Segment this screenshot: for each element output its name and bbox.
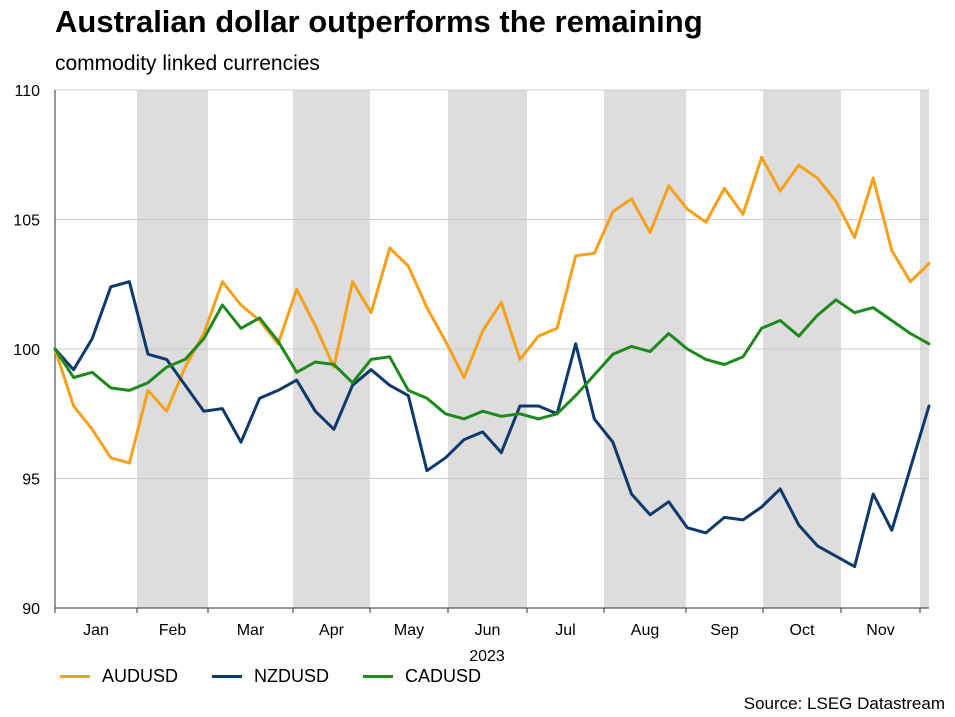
x-tick-label-nov: Nov (866, 622, 894, 639)
y-tick-label-90: 90 (22, 601, 40, 618)
x-tick-label-may: May (394, 622, 424, 639)
x-axis-label: 2023 (469, 648, 505, 665)
y-tick-label-95: 95 (22, 472, 40, 489)
y-tick-label-100: 100 (13, 342, 40, 359)
legend-label-nzdusd: NZDUSD (254, 666, 330, 686)
x-tick-label-jun: Jun (475, 622, 501, 639)
legend-swatch-audusd (60, 675, 90, 678)
y-tick-label-105: 105 (13, 213, 40, 230)
series-line-nzdusd (53, 280, 931, 569)
series-line-cadusd (53, 298, 931, 421)
x-tick-label-mar: Mar (237, 622, 265, 639)
x-tick-label-feb: Feb (159, 622, 187, 639)
chart-title: Australian dollar outperforms the remain… (55, 4, 703, 39)
legend-item-nzdusd: NZDUSD (212, 666, 329, 687)
x-tick-label-jul: Jul (555, 622, 575, 639)
x-tick-label-oct: Oct (790, 622, 815, 639)
legend-swatch-nzdusd (212, 675, 243, 678)
series-lines (53, 155, 931, 569)
x-tick-label-jan: Jan (83, 622, 109, 639)
legend-label-cadusd: CADUSD (405, 666, 482, 686)
legend-item-audusd: AUDUSD (60, 666, 178, 687)
chart-subtitle: commodity linked currencies (55, 52, 320, 75)
legend-swatch-cadusd (363, 675, 394, 678)
legend: AUDUSD NZDUSD CADUSD (60, 666, 515, 687)
y-tick-label-110: 110 (14, 83, 40, 100)
legend-label-audusd: AUDUSD (102, 666, 179, 686)
legend-item-cadusd: CADUSD (363, 666, 481, 687)
x-tick-label-apr: Apr (319, 622, 345, 639)
series-line-audusd (53, 155, 931, 465)
tick-labels: 90 95 100 105 110 Jan Feb Mar Apr May Jun Jul Aug Sep… (13, 83, 894, 665)
source-note: Source: LSEG Datastream (743, 694, 945, 713)
x-tick-label-aug: Aug (631, 622, 659, 639)
x-tick-label-sep: Sep (710, 622, 739, 639)
